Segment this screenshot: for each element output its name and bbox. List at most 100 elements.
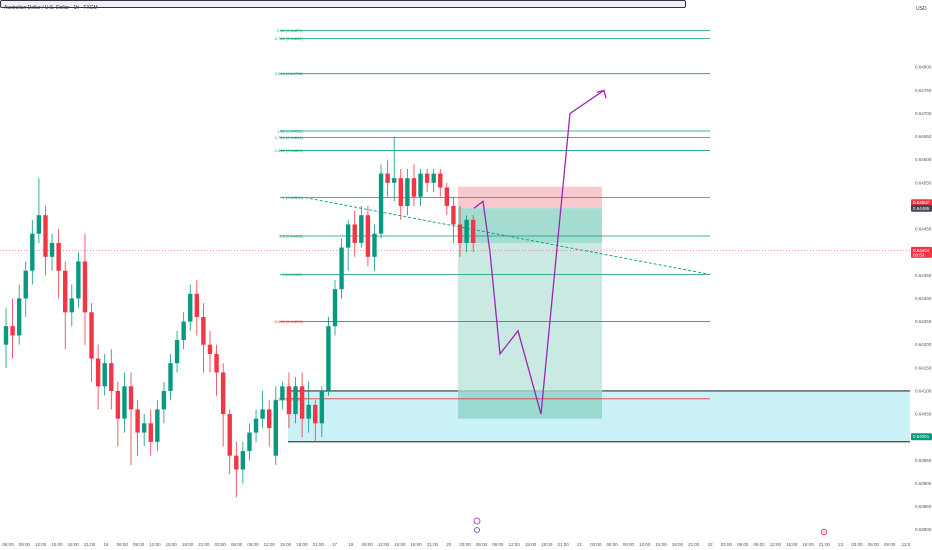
price-tick-label: 0.64800 <box>915 65 932 70</box>
fib-label: 1.786 (0.64648) <box>275 135 304 140</box>
price-axis[interactable]: 0.64800 0.64750 0.64700 0.64650 0.64600 0.645… <box>915 65 932 533</box>
candle-body <box>267 409 272 428</box>
time-tick-label: 12:00 <box>35 542 47 547</box>
time-tick-label: 15:00 <box>655 542 667 547</box>
time-tick-label: 18:00 <box>296 542 308 547</box>
time-tick-label: 09:00 <box>884 542 896 547</box>
price-badge <box>911 199 932 207</box>
time-tick-label: 03:00 <box>851 542 863 547</box>
candle-body <box>148 423 153 442</box>
time-axis[interactable]: 06:00 09:00 12:00 15:00 18:00 21:00 16 06:00 09:… <box>2 517 911 547</box>
price-tick-label: 0.64700 <box>915 111 932 116</box>
time-tick-label: 21:00 <box>688 542 700 547</box>
candle-body <box>63 270 68 313</box>
price-tick-label: 0.64600 <box>915 157 932 162</box>
time-tick-label: 09:00 <box>362 542 374 547</box>
time-tick-label: 12:00 <box>639 542 651 547</box>
price-tick-label: 0.64200 <box>915 342 932 347</box>
candle-body <box>194 293 200 317</box>
fib-label: 2.88 (0.64879) <box>277 28 304 33</box>
candle-body <box>240 451 246 470</box>
fib-label: 2.618 (0.64786) <box>275 71 304 76</box>
candle-body <box>299 386 305 419</box>
candle-body <box>128 386 134 410</box>
time-tick-label: 06:00 <box>737 542 749 547</box>
candle-body <box>378 173 384 234</box>
price-tick-label: 0.63900 <box>915 481 932 486</box>
time-tick-label: 22 <box>708 542 714 547</box>
currency-label: USD <box>916 6 927 12</box>
price-tick-label: 0.64150 <box>915 365 932 370</box>
candle-body <box>286 386 292 415</box>
candle-body <box>181 321 186 341</box>
candle-body <box>306 404 311 419</box>
candle-body <box>365 215 371 257</box>
candle-body <box>109 363 114 391</box>
candle-body <box>247 432 252 452</box>
event-marker <box>820 528 828 536</box>
price-tick-label: 0.64650 <box>915 134 932 139</box>
price-badge-label: 0.64404 <box>913 248 930 253</box>
time-tick-label: 09:00 <box>753 542 765 547</box>
time-tick-label: 09:00 <box>247 542 259 547</box>
trendline <box>304 197 711 275</box>
candle-body <box>214 353 219 373</box>
candle-body <box>352 224 357 243</box>
price-tick-label: 0.64350 <box>915 273 932 278</box>
candle-body <box>23 270 28 299</box>
time-tick-label: 03:00 <box>215 542 227 547</box>
candle-body <box>260 409 265 419</box>
time-tick-label: 18:00 <box>68 542 80 547</box>
candle-body <box>161 390 167 410</box>
time-tick-label: 12:00 <box>264 542 276 547</box>
price-badge-label: 0.64495 <box>913 206 930 211</box>
candle-body <box>411 178 417 197</box>
candle-body <box>339 247 344 290</box>
price-badge-sublabel: 09:53 <box>913 252 925 257</box>
time-tick-label: 06:00 <box>231 542 243 547</box>
price-tick-label: 0.64750 <box>915 88 932 93</box>
time-tick-label: 23 <box>838 542 844 547</box>
time-tick-label: 15:00 <box>51 542 63 547</box>
candle-body <box>69 298 74 313</box>
time-tick-label: 21:00 <box>313 542 325 547</box>
candle-body <box>135 409 140 433</box>
event-marker <box>474 527 480 533</box>
candle-body <box>280 386 285 401</box>
time-tick-label: 12:00 <box>149 542 161 547</box>
chart-header-bar <box>0 0 686 8</box>
candle-body <box>464 219 469 243</box>
price-badge <box>911 433 932 441</box>
candle-body <box>102 363 107 387</box>
time-tick-label: 15:00 <box>166 542 178 547</box>
candle-body <box>273 400 278 456</box>
time-tick-label: 09:00 <box>19 542 31 547</box>
time-tick-label: 17 <box>332 542 338 547</box>
time-tick-label: 16 <box>103 542 109 547</box>
symbol-title: Australian Dollar / U.S. Dollar · 1h · F… <box>4 5 98 11</box>
time-tick-label: 06:00 <box>868 542 880 547</box>
time-tick-label: 15:00 <box>525 542 537 547</box>
candle-body <box>313 404 318 424</box>
candle-body <box>43 215 48 257</box>
candle-body <box>431 173 436 183</box>
candle-body <box>253 418 259 433</box>
zones-layer <box>288 186 910 443</box>
candle-body <box>359 215 364 243</box>
fib-label: 1.618 (0.64620) <box>275 148 304 153</box>
time-tick-label: 15:00 <box>280 542 292 547</box>
position-overlap <box>458 390 602 419</box>
candle-body <box>385 173 390 183</box>
price-tick-label: 0.64100 <box>915 388 932 393</box>
candle-body <box>424 173 430 183</box>
price-badge <box>911 246 932 258</box>
candle-body <box>141 423 147 433</box>
fib-label: 0 (0.64352) <box>283 272 304 277</box>
time-tick-label: 18:00 <box>182 542 194 547</box>
drawings-layer <box>304 89 711 415</box>
time-tick-label: 21:00 <box>198 542 210 547</box>
candle-body <box>3 326 9 345</box>
fibonacci-layer: 2.88 (0.64879) 2.786 (0.64862) 2.618 (0.64… <box>0 28 910 401</box>
fib-label: -0.618 (0.64250) <box>273 319 303 324</box>
